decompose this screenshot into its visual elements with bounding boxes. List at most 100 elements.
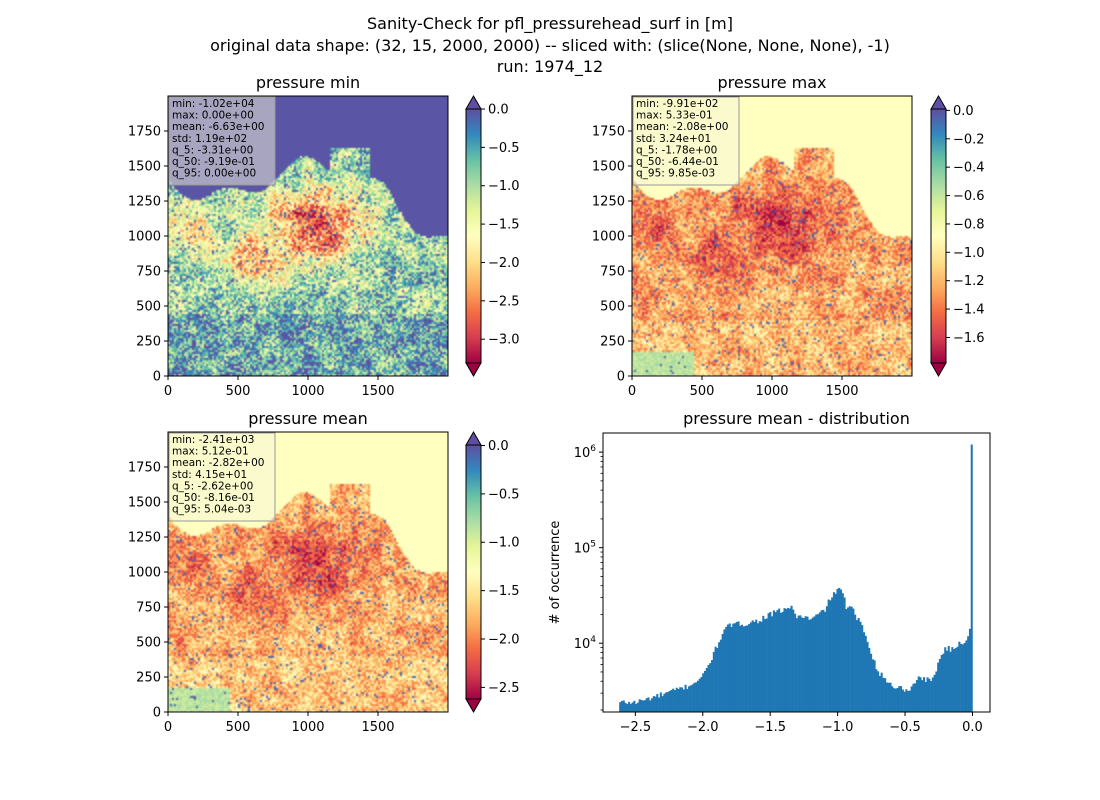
- histogram-bar: [636, 702, 639, 712]
- histogram-bar: [626, 704, 629, 712]
- stats-line: q_95: 0.00e+00: [172, 168, 256, 180]
- histogram-bar: [649, 700, 652, 712]
- y-tick-label-exponent: 5: [590, 540, 596, 550]
- heatmap-panel-pressure-max: pressure max 0 500 1000 1500 0 250 500 750 1000 12…: [592, 73, 985, 399]
- histogram-bar: [756, 623, 760, 712]
- histogram-bar: [808, 619, 811, 712]
- y-tick-label-exponent: 6: [590, 444, 596, 454]
- figure-title-line-3: run: 1974_12: [497, 57, 603, 77]
- histogram-bar: [635, 703, 638, 712]
- histogram-bar: [907, 690, 910, 712]
- histogram-bar: [852, 608, 855, 712]
- histogram-bar: [901, 689, 904, 712]
- histogram-bar: [624, 702, 627, 712]
- histogram-bar: [682, 689, 685, 712]
- histogram-bar: [783, 608, 786, 712]
- histogram-bar: [928, 678, 931, 712]
- histogram-bar: [640, 699, 643, 712]
- histogram-bar: [968, 628, 972, 712]
- histogram-bar: [882, 677, 885, 712]
- histogram-bar: [765, 618, 768, 712]
- histogram-bar: [923, 677, 926, 712]
- histogram-bar: [767, 613, 770, 712]
- colorbar-extend-bottom: [930, 362, 947, 378]
- y-tick-label: 1250: [128, 195, 161, 210]
- histogram-bar: [723, 629, 726, 712]
- histogram-bar: [709, 663, 712, 712]
- histogram-bar: [769, 611, 772, 712]
- histogram-bar: [815, 614, 818, 712]
- colorbar-tick-label: −1.0: [488, 536, 520, 551]
- histogram-bar: [666, 692, 669, 712]
- x-tick-label: 1000: [291, 384, 324, 399]
- y-axis-label: # of occurrence: [548, 521, 563, 625]
- colorbar-tick-label: −1.4: [953, 303, 985, 318]
- y-tick-label: 250: [600, 335, 625, 350]
- x-tick-label: 1000: [291, 720, 324, 735]
- histogram-bar: [760, 621, 763, 712]
- histogram-bar: [673, 690, 677, 712]
- colorbar-tick-label: −0.4: [953, 161, 985, 176]
- histogram-bar: [924, 681, 927, 712]
- stats-line: q_95: 9.85e-03: [636, 168, 715, 180]
- histogram-bar: [960, 643, 963, 712]
- histogram-bar: [847, 607, 850, 712]
- histogram-bar: [702, 673, 705, 712]
- stats-line: q_50: -8.16e-01: [172, 492, 255, 504]
- histogram-bar: [884, 678, 887, 712]
- histogram-bar: [633, 700, 636, 712]
- histogram-bar: [622, 700, 625, 712]
- histogram-bar: [864, 635, 867, 712]
- panel-title: pressure mean: [248, 409, 368, 428]
- histogram-bar: [695, 682, 698, 712]
- histogram-bar: [894, 688, 897, 712]
- histogram-bar: [735, 621, 738, 712]
- stats-box: [168, 432, 276, 522]
- colorbar-tick-label: −0.2: [953, 132, 985, 147]
- histogram-bar: [843, 597, 846, 712]
- histogram-bar: [802, 618, 805, 712]
- histogram-bar: [938, 659, 941, 712]
- histogram-bar: [751, 620, 754, 712]
- colorbar-body: [466, 445, 481, 699]
- histogram-bar: [896, 687, 899, 712]
- y-tick-label: 500: [136, 300, 161, 315]
- histogram-bar: [935, 671, 938, 712]
- histogram-bar: [762, 615, 765, 712]
- histogram-bar: [797, 615, 800, 712]
- stats-line: q_95: 5.04e-03: [172, 504, 251, 516]
- histogram-bar: [643, 700, 646, 712]
- y-tick-label: 1000: [592, 230, 625, 245]
- stats-line: max: 5.33e-01: [636, 110, 713, 122]
- figure-title-line-1: Sanity-Check for pfl_pressurehead_surf i…: [367, 14, 733, 34]
- histogram-bar: [675, 687, 678, 712]
- colorbar-tick-label: −1.5: [488, 584, 520, 599]
- histogram-bar: [790, 605, 793, 712]
- y-tick-label: 1500: [592, 160, 625, 175]
- stats-line: mean: -2.82e+00: [172, 457, 264, 469]
- histogram-bar: [668, 690, 671, 712]
- x-tick-label: −2.0: [687, 720, 719, 735]
- histogram-bar: [650, 698, 654, 712]
- histogram-bar: [801, 617, 804, 712]
- histogram-bar: [721, 633, 724, 712]
- y-tick-label: 750: [600, 265, 625, 280]
- histogram-bar: [954, 647, 957, 712]
- colorbar-extend-top: [930, 94, 947, 110]
- histogram-bar: [771, 616, 774, 712]
- histogram-bar: [919, 677, 922, 712]
- histogram-bar: [698, 678, 701, 712]
- histogram-bar: [792, 609, 795, 712]
- histogram-bar: [845, 609, 848, 712]
- histogram-bar: [714, 646, 717, 712]
- histogram-bar: [831, 597, 834, 712]
- axes-frame: [602, 432, 991, 713]
- y-tick-label: 1250: [128, 531, 161, 546]
- y-tick-label: 104: [574, 635, 597, 652]
- histogram-bar: [889, 682, 892, 712]
- histogram-bar: [850, 606, 853, 712]
- histogram-bar: [937, 662, 940, 712]
- histogram-bar: [703, 670, 707, 712]
- panel-title: pressure mean - distribution: [683, 409, 910, 428]
- histogram-bar: [855, 620, 858, 712]
